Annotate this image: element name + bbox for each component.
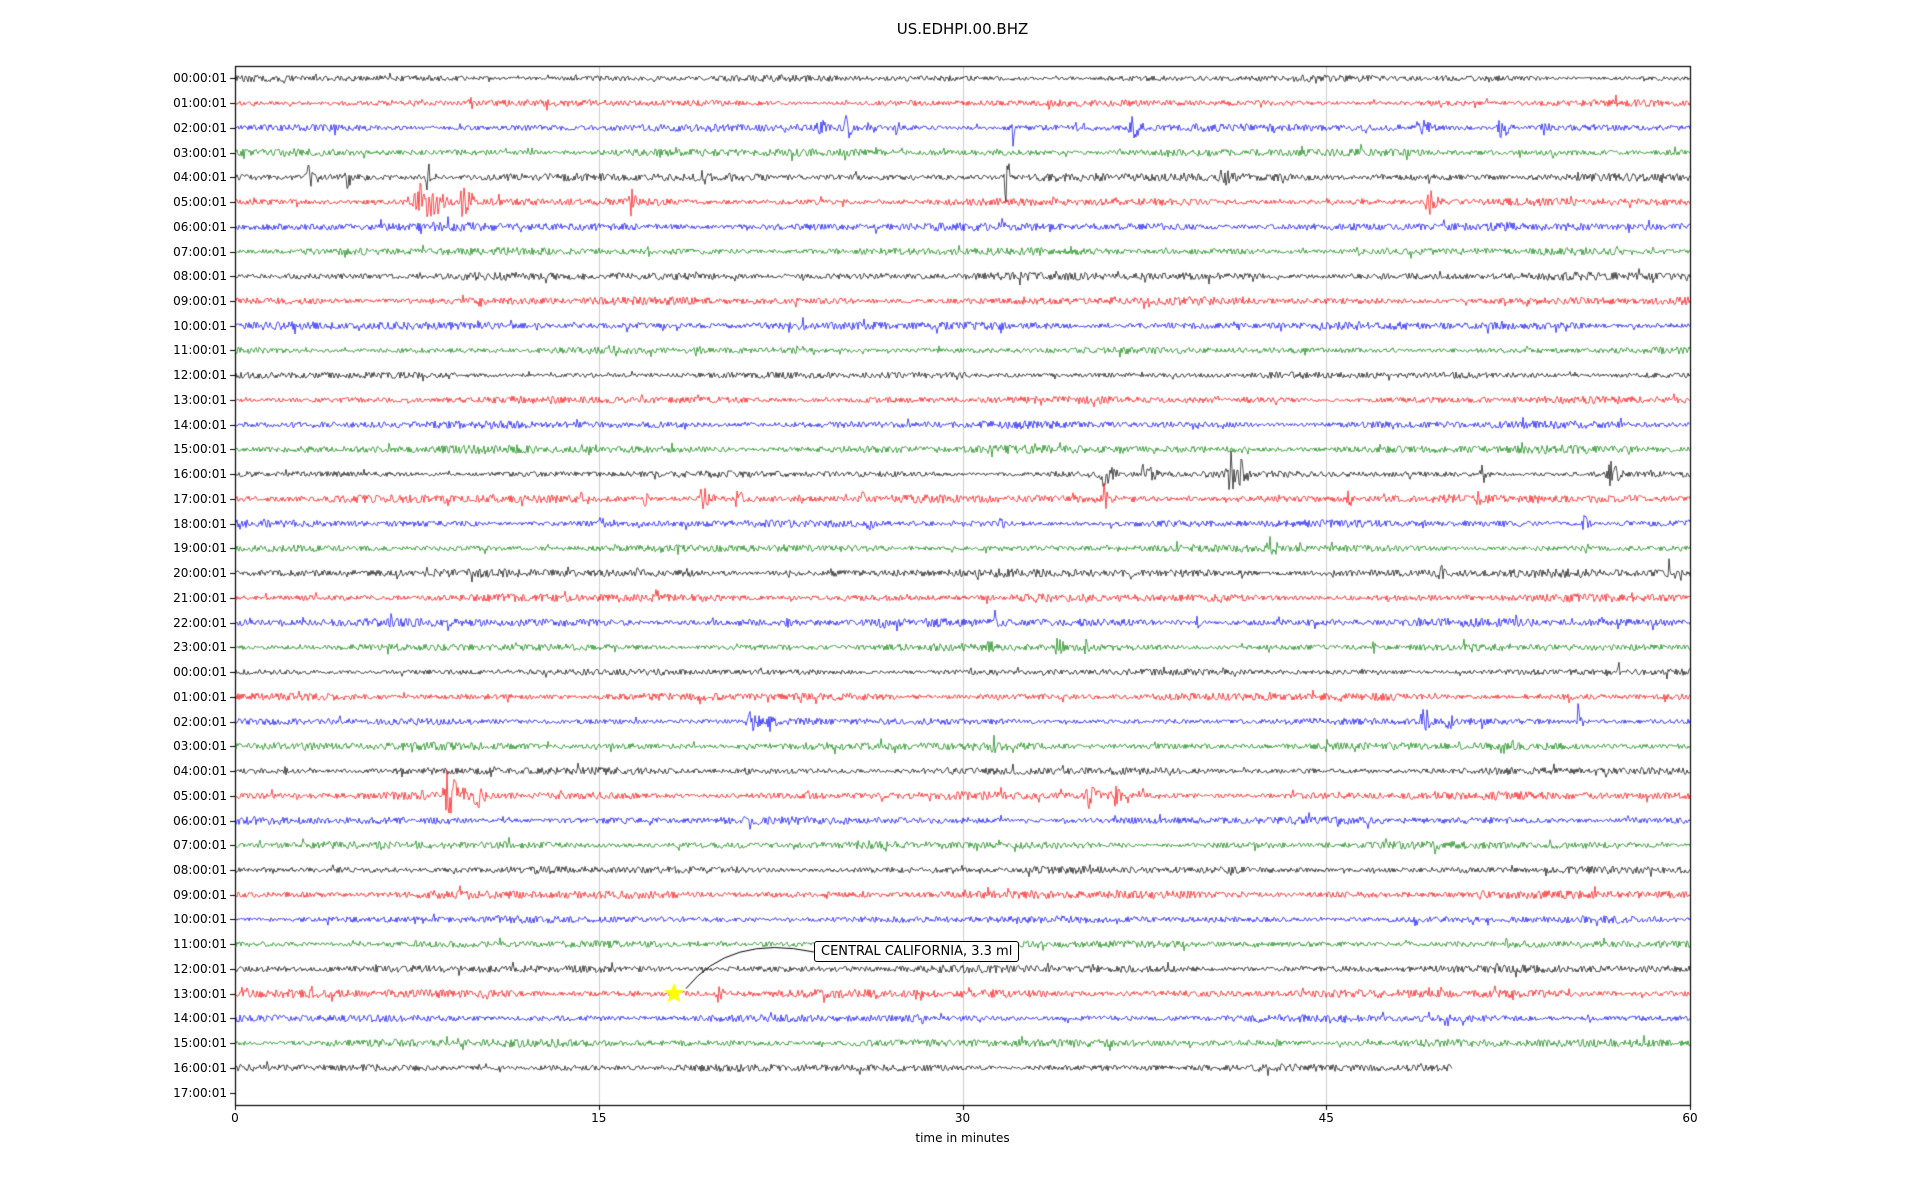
y-tick-label: 21:00:01	[173, 590, 227, 605]
y-tick-label: 23:00:01	[173, 640, 227, 655]
y-tick-label: 02:00:01	[173, 714, 227, 729]
y-tick-label: 03:00:01	[173, 739, 227, 754]
y-tick-label: 02:00:01	[173, 120, 227, 135]
y-tick-label: 17:00:01	[173, 491, 227, 506]
y-tick-label: 07:00:01	[173, 244, 227, 259]
y-tick-label: 08:00:01	[173, 862, 227, 877]
y-tick-label: 04:00:01	[173, 170, 227, 185]
y-tick-label: 09:00:01	[173, 887, 227, 902]
x-tick-label: 30	[954, 1111, 971, 1125]
x-tick-label: 0	[231, 1111, 239, 1125]
x-tick-label: 15	[591, 1111, 607, 1125]
y-tick-label: 01:00:01	[173, 689, 227, 704]
y-tick-label: 12:00:01	[173, 961, 227, 976]
y-tick-label: 06:00:01	[173, 219, 227, 234]
x-tick-label: 60	[1682, 1111, 1698, 1125]
y-tick-label: 17:00:01	[173, 1085, 227, 1100]
y-tick-label: 06:00:01	[173, 813, 227, 828]
y-tick-label: 13:00:01	[173, 392, 227, 407]
y-tick-label: 05:00:01	[173, 788, 227, 803]
y-tick-label: 03:00:01	[173, 145, 227, 160]
y-tick-label: 08:00:01	[173, 269, 227, 284]
y-tick-label: 18:00:01	[173, 516, 227, 531]
y-tick-label: 07:00:01	[173, 838, 227, 853]
y-tick-label: 09:00:01	[173, 294, 227, 308]
y-tick-label: 00:00:01	[173, 71, 227, 86]
event-annotation: CENTRAL CALIFORNIA, 3.3 ml	[814, 941, 1020, 962]
y-tick-label: 15:00:01	[173, 442, 227, 457]
x-tick-label: 45	[1318, 1111, 1334, 1125]
y-tick-label: 01:00:01	[173, 96, 227, 111]
y-tick-label: 05:00:01	[173, 195, 227, 210]
y-tick-label: 13:00:01	[173, 986, 227, 1001]
y-tick-label: 19:00:01	[173, 541, 227, 556]
y-tick-label: 10:00:01	[173, 912, 227, 927]
y-tick-label: 16:00:01	[173, 1060, 227, 1075]
x-axis-title: time in minutes	[915, 1131, 1010, 1145]
y-tick-label: 04:00:01	[173, 764, 227, 779]
y-tick-label: 20:00:01	[173, 566, 227, 581]
y-tick-label: 14:00:01	[173, 1011, 227, 1026]
y-tick-label: 00:00:01	[173, 665, 227, 680]
y-tick-label: 12:00:01	[173, 368, 227, 383]
y-tick-label: 11:00:01	[173, 343, 227, 358]
y-tick-label: 16:00:01	[173, 467, 227, 482]
y-tick-label: 10:00:01	[173, 318, 227, 333]
y-tick-label: 14:00:01	[173, 417, 227, 432]
y-tick-label: 15:00:01	[173, 1036, 227, 1051]
y-tick-label: 22:00:01	[173, 615, 227, 630]
y-tick-label: 11:00:01	[173, 937, 227, 952]
